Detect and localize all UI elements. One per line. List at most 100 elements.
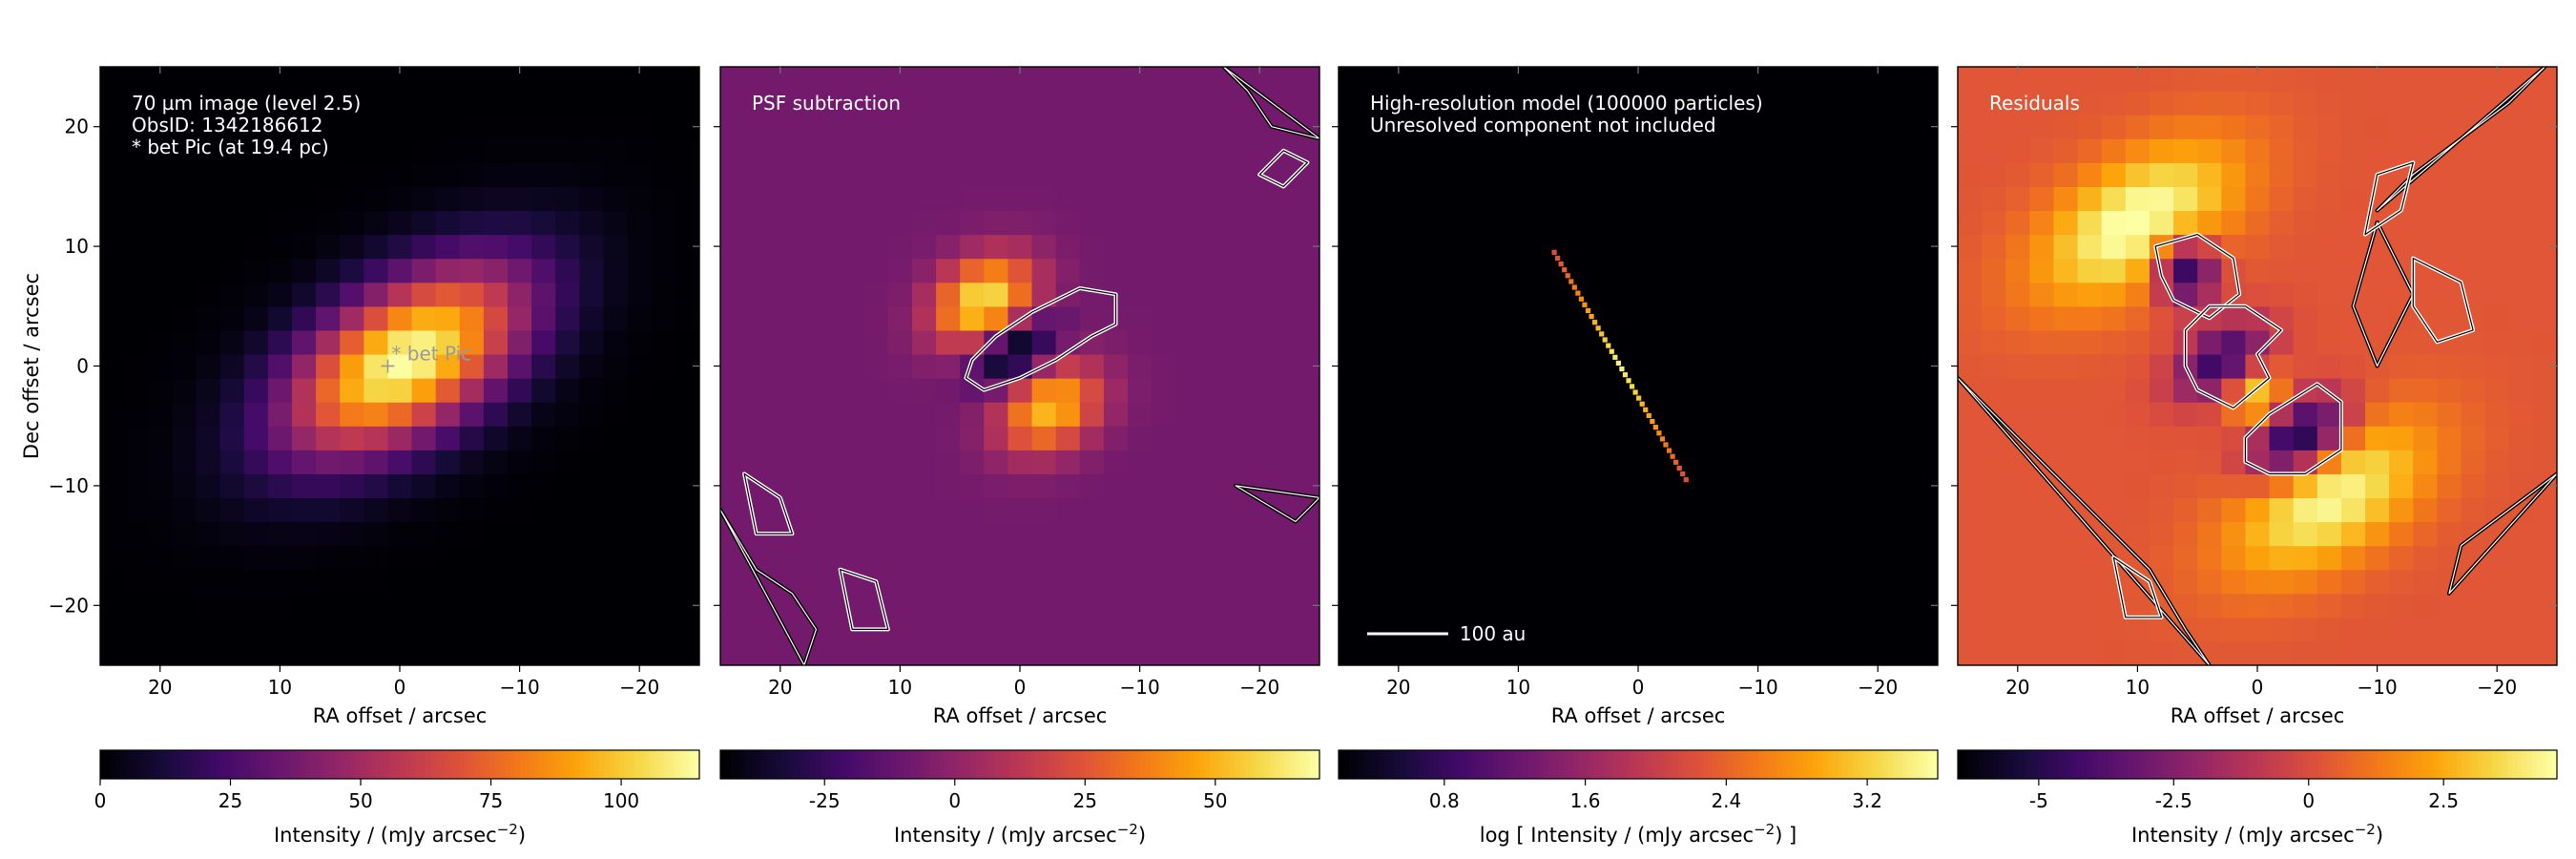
image-pixel <box>267 234 293 260</box>
colorbar-segment <box>579 750 586 779</box>
image-pixel <box>2029 186 2055 212</box>
image-pixel <box>2125 640 2150 665</box>
image-pixel <box>863 305 889 331</box>
image-pixel <box>340 115 364 139</box>
image-pixel <box>219 162 245 187</box>
image-pixel <box>2437 497 2462 523</box>
image-pixel <box>1295 210 1319 236</box>
image-pixel <box>196 91 221 115</box>
image-pixel <box>2221 162 2247 187</box>
image-pixel <box>1982 545 2006 571</box>
colorbar-segment <box>1588 750 1594 779</box>
image-pixel <box>2245 473 2271 499</box>
colorbar-segment <box>2092 750 2099 779</box>
image-pixel <box>1031 378 1057 403</box>
image-pixel <box>2053 67 2079 92</box>
image-pixel <box>435 450 461 474</box>
image-pixel <box>2053 329 2079 355</box>
colorbar-segment <box>429 750 436 779</box>
image-pixel <box>768 91 793 115</box>
image-pixel <box>555 640 580 665</box>
image-pixel <box>2005 162 2030 187</box>
image-pixel <box>1055 138 1081 163</box>
image-pixel <box>984 305 1009 331</box>
image-pixel <box>2413 545 2438 571</box>
image-pixel <box>2245 569 2271 595</box>
image-pixel <box>651 258 676 283</box>
image-pixel <box>459 67 485 92</box>
colorbar-segment <box>1693 750 1699 779</box>
image-pixel <box>887 329 913 355</box>
image-pixel <box>984 402 1009 427</box>
colorbar-frame <box>99 749 700 780</box>
colorbar-segment <box>1488 750 1495 779</box>
colorbar-segment <box>1239 750 1246 779</box>
image-pixel <box>1152 210 1176 236</box>
image-pixel <box>340 617 364 642</box>
colorbar-segment <box>1388 750 1395 779</box>
colorbar-segment <box>1289 750 1296 779</box>
image-pixel <box>1175 617 1200 642</box>
image-pixel <box>1008 138 1033 163</box>
image-pixel <box>340 91 364 115</box>
image-pixel <box>219 115 245 139</box>
image-pixel <box>196 497 221 523</box>
image-pixel <box>2221 186 2247 212</box>
image-pixel <box>1199 473 1225 499</box>
colorbar-segment <box>2537 750 2544 779</box>
image-pixel <box>2269 210 2295 236</box>
image-pixel <box>2101 91 2127 115</box>
colorbar-segment <box>380 750 386 779</box>
image-pixel <box>1199 640 1225 665</box>
x-axis-label: RA offset / arcsec <box>2171 704 2345 727</box>
image-pixel <box>2508 640 2534 665</box>
image-pixel <box>100 617 125 642</box>
image-pixel <box>219 329 245 355</box>
image-pixel <box>459 91 485 115</box>
image-pixel <box>1152 497 1176 523</box>
colorbar-segment <box>2397 750 2403 779</box>
image-pixel <box>2532 91 2557 115</box>
colorbar-segment <box>594 750 601 779</box>
image-pixel <box>508 258 532 283</box>
disk-model-cell <box>1555 255 1561 262</box>
image-pixel <box>1031 569 1057 595</box>
image-pixel <box>531 640 556 665</box>
image-pixel <box>2413 617 2438 642</box>
image-pixel <box>267 115 293 139</box>
colorbar-segment <box>1818 750 1824 779</box>
image-pixel <box>1247 402 1273 427</box>
disk-model-cell <box>1650 418 1655 425</box>
image-pixel <box>2484 305 2510 331</box>
image-pixel <box>2437 353 2462 379</box>
colorbar-segment <box>2491 750 2498 779</box>
image-pixel <box>603 378 629 403</box>
image-pixel <box>2365 497 2390 523</box>
image-pixel <box>816 115 841 139</box>
image-pixel <box>1079 617 1105 642</box>
image-pixel <box>1958 640 1983 665</box>
annotation-line: ObsID: 1342186612 <box>132 114 323 136</box>
image-pixel <box>316 640 341 665</box>
colorbar-segment <box>425 750 431 779</box>
image-pixel <box>720 138 745 163</box>
image-pixel <box>1199 521 1225 547</box>
colorbar-segment <box>1159 750 1166 779</box>
image-pixel <box>411 497 437 523</box>
colorbar-segment <box>354 750 361 779</box>
image-pixel <box>720 282 745 307</box>
colorbar-segment <box>260 750 266 779</box>
image-pixel <box>2437 473 2462 499</box>
image-pixel <box>2245 258 2271 283</box>
colorbar-frame <box>719 749 1320 780</box>
disk-model-cell <box>1609 348 1614 354</box>
image-pixel <box>984 473 1009 499</box>
image-pixel <box>1958 282 1983 307</box>
colorbar-segment <box>145 750 152 779</box>
colorbar-segment <box>880 750 886 779</box>
image-pixel <box>483 210 509 236</box>
image-pixel <box>2437 234 2462 260</box>
colorbar-segment <box>1343 750 1350 779</box>
image-pixel <box>148 450 173 474</box>
